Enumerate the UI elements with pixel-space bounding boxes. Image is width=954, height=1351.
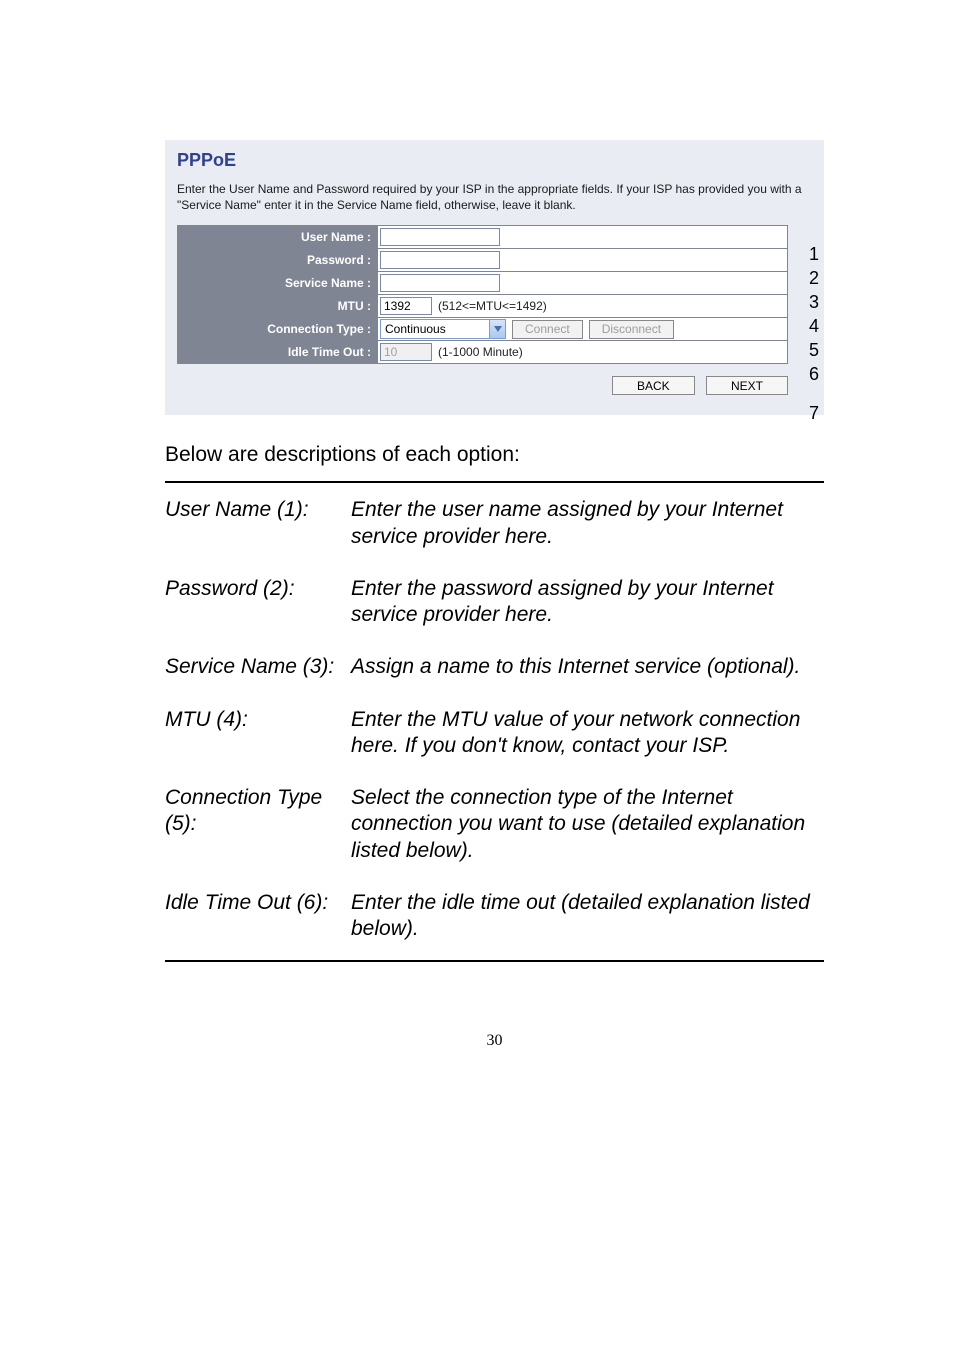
description-def: Assign a name to this Internet service (… [351, 654, 824, 680]
annotation-3: 3 [809, 292, 819, 313]
description-term: Connection Type (5): [165, 785, 351, 864]
description-def: Select the connection type of the Intern… [351, 785, 824, 864]
document-page: PPPoE Enter the User Name and Password r… [0, 0, 954, 1110]
idle-timeout-label: Idle Time Out : [178, 341, 378, 364]
next-button[interactable]: NEXT [706, 376, 788, 395]
description-row: Connection Type (5): Select the connecti… [165, 785, 824, 864]
connection-type-label: Connection Type : [178, 318, 378, 341]
service-name-label: Service Name : [178, 272, 378, 295]
description-def: Enter the password assigned by your Inte… [351, 576, 824, 629]
router-title: PPPoE [177, 150, 812, 171]
description-term: MTU (4): [165, 707, 351, 760]
annotation-4: 4 [809, 316, 819, 337]
description-row: Password (2): Enter the password assigne… [165, 576, 824, 629]
footer-button-row: BACK NEXT [177, 364, 812, 395]
password-label: Password : [178, 249, 378, 272]
mtu-input[interactable] [380, 297, 432, 315]
user-name-label: User Name : [178, 226, 378, 249]
annotation-6: 6 [809, 364, 819, 385]
router-description: Enter the User Name and Password require… [177, 181, 812, 213]
disconnect-button[interactable]: Disconnect [589, 320, 674, 339]
chevron-down-icon [489, 320, 505, 338]
description-row: Service Name (3): Assign a name to this … [165, 654, 824, 680]
connection-type-value: Continuous [385, 322, 446, 336]
description-row: MTU (4): Enter the MTU value of your net… [165, 707, 824, 760]
idle-timeout-input [380, 343, 432, 361]
description-term: Password (2): [165, 576, 351, 629]
description-term: Service Name (3): [165, 654, 351, 680]
intro-text: Below are descriptions of each option: [165, 443, 824, 467]
annotation-5: 5 [809, 340, 819, 361]
mtu-label: MTU : [178, 295, 378, 318]
router-config-panel: PPPoE Enter the User Name and Password r… [165, 140, 824, 415]
mtu-range-note: (512<=MTU<=1492) [438, 299, 547, 313]
annotation-7: 7 [809, 403, 819, 424]
description-term: Idle Time Out (6): [165, 890, 351, 943]
password-input[interactable] [380, 251, 500, 269]
annotation-1: 1 [809, 244, 819, 265]
back-button[interactable]: BACK [612, 376, 695, 395]
annotation-2: 2 [809, 268, 819, 289]
connection-type-select[interactable]: Continuous [380, 319, 506, 339]
page-number: 30 [165, 1032, 824, 1050]
description-def: Enter the idle time out (detailed explan… [351, 890, 824, 943]
description-row: User Name (1): Enter the user name assig… [165, 497, 824, 550]
idle-timeout-note: (1-1000 Minute) [438, 345, 523, 359]
connect-button[interactable]: Connect [512, 320, 583, 339]
description-def: Enter the user name assigned by your Int… [351, 497, 824, 550]
description-term: User Name (1): [165, 497, 351, 550]
description-row: Idle Time Out (6): Enter the idle time o… [165, 890, 824, 943]
settings-table: User Name : Password : Service Name : MT… [177, 225, 788, 364]
service-name-input[interactable] [380, 274, 500, 292]
user-name-input[interactable] [380, 228, 500, 246]
description-def: Enter the MTU value of your network conn… [351, 707, 824, 760]
description-block: User Name (1): Enter the user name assig… [165, 481, 824, 962]
